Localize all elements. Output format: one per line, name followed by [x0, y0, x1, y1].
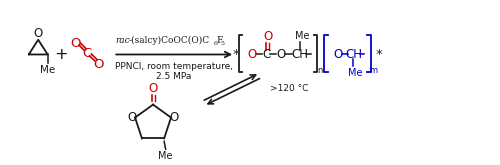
Text: CH: CH [291, 48, 308, 61]
Text: O: O [170, 111, 178, 124]
Text: O: O [276, 48, 285, 61]
Text: C: C [263, 48, 271, 61]
Text: +: + [54, 47, 68, 62]
Text: *: * [232, 48, 239, 61]
Text: F: F [216, 36, 223, 45]
Text: O: O [333, 48, 342, 61]
Text: O: O [263, 30, 272, 43]
Text: O: O [70, 37, 81, 50]
Text: O: O [94, 58, 104, 71]
Text: 6: 6 [213, 41, 217, 46]
Text: CH: CH [345, 48, 362, 61]
Text: -(salcy)CoOC(O)C: -(salcy)CoOC(O)C [128, 36, 210, 45]
Text: O: O [128, 111, 136, 124]
Text: C: C [82, 47, 92, 60]
Text: PPNCl, room temperature,: PPNCl, room temperature, [115, 62, 233, 71]
Text: Me: Me [348, 68, 362, 78]
Text: Me: Me [296, 31, 310, 41]
Text: 5: 5 [220, 41, 224, 46]
Text: O: O [248, 48, 256, 61]
Text: O: O [148, 82, 158, 95]
Text: 2.5 MPa: 2.5 MPa [156, 72, 192, 81]
Text: O: O [34, 27, 43, 40]
Text: *: * [376, 48, 382, 61]
Text: Me: Me [40, 65, 56, 75]
Text: >120 °C: >120 °C [270, 84, 308, 93]
Text: Me: Me [158, 151, 173, 161]
Text: rac: rac [116, 36, 130, 45]
Text: n: n [318, 66, 323, 75]
Text: m: m [370, 66, 378, 75]
